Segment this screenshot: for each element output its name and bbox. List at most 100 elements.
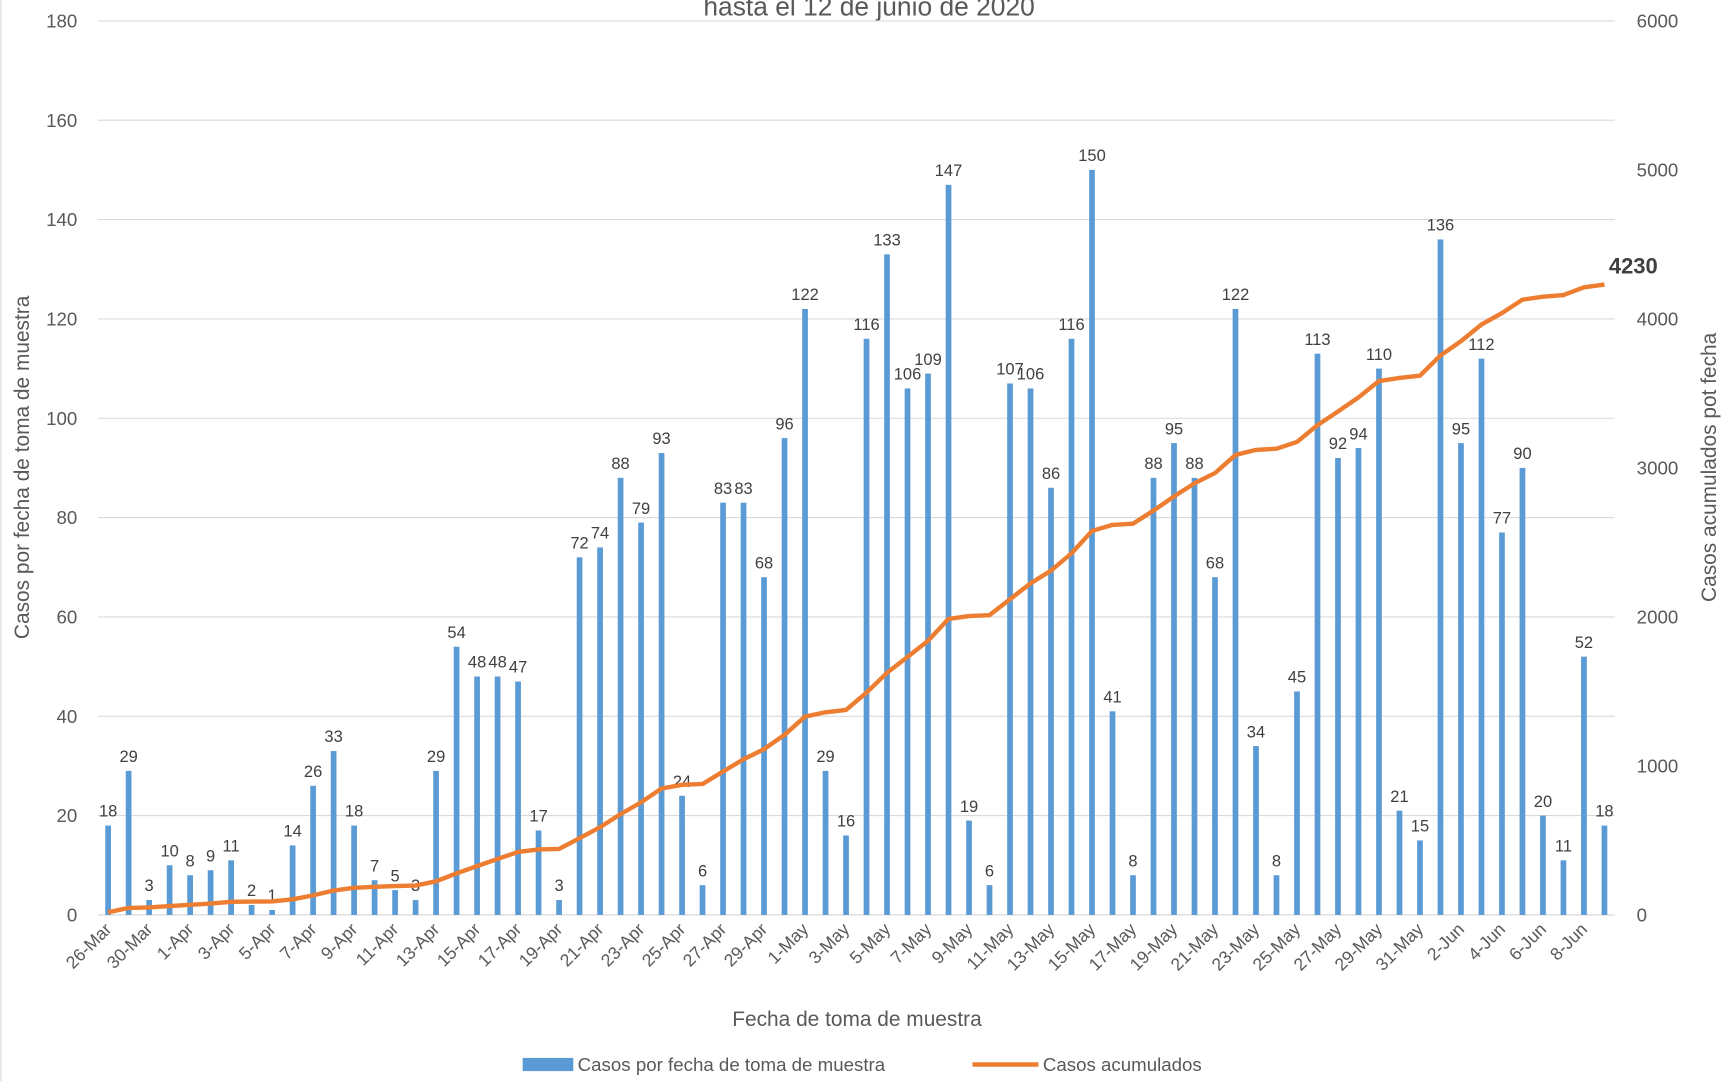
data-label: 17 — [529, 808, 547, 826]
data-label: 113 — [1304, 331, 1330, 349]
data-label: 54 — [447, 624, 465, 642]
data-label: 109 — [914, 351, 942, 369]
bar — [1478, 358, 1485, 915]
x-tick-label: 7-May — [887, 919, 936, 968]
data-label: 6 — [985, 862, 994, 880]
bar — [884, 254, 890, 915]
bar — [1007, 383, 1013, 915]
data-label: 106 — [1017, 366, 1045, 384]
end-label: 4230 — [1609, 254, 1658, 279]
legend-label: Casos acumulados — [1043, 1054, 1202, 1075]
chart-title: hasta el 12 de junio de 2020 — [703, 0, 1034, 21]
data-label: 116 — [1058, 316, 1084, 334]
bar — [248, 905, 255, 915]
data-label: 21 — [1390, 788, 1408, 806]
bar — [1171, 443, 1177, 915]
data-label: 34 — [1247, 723, 1265, 741]
data-label: 110 — [1366, 346, 1392, 364]
data-label: 88 — [1144, 455, 1162, 473]
y-tick-label: 120 — [46, 309, 77, 330]
y2-tick-label: 1000 — [1637, 756, 1679, 777]
data-label: 18 — [1595, 803, 1613, 821]
data-label: 86 — [1042, 465, 1060, 483]
x-tick-label: 17-Apr — [474, 919, 526, 971]
x-tick-label: 8-Jun — [1546, 919, 1591, 964]
bar — [843, 835, 849, 915]
data-label: 92 — [1329, 435, 1347, 453]
x-tick-label: 5-Apr — [235, 919, 280, 964]
data-label: 8 — [1272, 852, 1281, 870]
y2-tick-label: 3000 — [1637, 458, 1679, 479]
x-tick-label: 27-Apr — [679, 919, 731, 971]
y2-tick-label: 2000 — [1637, 607, 1679, 628]
data-label: 112 — [1468, 336, 1494, 354]
data-label: 45 — [1288, 669, 1306, 687]
x-tick-label: 1-Apr — [153, 919, 198, 964]
bar — [945, 184, 952, 915]
bar — [1294, 691, 1300, 915]
bar — [617, 477, 624, 915]
data-label: 106 — [894, 366, 922, 384]
x-tick-label: 13-Apr — [392, 919, 444, 971]
data-label: 122 — [1222, 286, 1250, 304]
x-tick-label: 30-Mar — [103, 919, 157, 973]
bar — [1130, 875, 1136, 915]
x-tick-label: 6-Jun — [1505, 919, 1550, 964]
data-label: 133 — [873, 232, 901, 250]
x-tick-label: 1-May — [764, 919, 813, 968]
data-label: 88 — [611, 455, 629, 473]
bar — [433, 770, 439, 915]
bar — [269, 909, 275, 915]
data-label: 19 — [960, 798, 978, 816]
legend-swatch — [522, 1057, 574, 1072]
bar — [166, 865, 173, 915]
bar — [228, 860, 234, 915]
data-label: 83 — [734, 480, 752, 498]
data-label: 77 — [1493, 510, 1511, 528]
data-label: 52 — [1575, 634, 1593, 652]
data-label: 3 — [145, 877, 154, 895]
data-label: 18 — [345, 803, 363, 821]
data-label: 8 — [1128, 852, 1137, 870]
y-tick-label: 20 — [57, 805, 78, 826]
bar — [658, 453, 665, 915]
y-tick-label: 60 — [57, 607, 78, 628]
data-label: 48 — [488, 654, 506, 672]
data-label: 83 — [714, 480, 732, 498]
x-tick-label: 23-Apr — [597, 919, 649, 971]
bar — [125, 770, 132, 915]
bar — [1232, 308, 1239, 915]
data-label: 7 — [370, 857, 379, 875]
x-tick-label: 2-Jun — [1423, 919, 1468, 964]
data-label: 68 — [1206, 554, 1224, 572]
bar — [1499, 532, 1505, 915]
data-label: 29 — [816, 748, 834, 766]
bar — [1109, 711, 1116, 915]
data-label: 26 — [304, 763, 322, 781]
data-label: 15 — [1411, 818, 1429, 836]
bar — [494, 676, 501, 915]
bar — [638, 522, 644, 915]
bar — [1519, 467, 1526, 915]
data-label: 16 — [837, 813, 855, 831]
data-label: 20 — [1534, 793, 1552, 811]
x-tick-label: 5-May — [846, 919, 895, 968]
bar — [986, 885, 993, 915]
bar — [187, 875, 193, 915]
y2-tick-label: 4000 — [1637, 309, 1679, 330]
bar — [1027, 388, 1034, 915]
bar — [351, 825, 357, 915]
data-label: 5 — [391, 867, 400, 885]
bar — [781, 438, 788, 915]
x-tick-label: 3-May — [805, 919, 854, 968]
bar — [1150, 477, 1157, 915]
bar — [310, 785, 316, 915]
bar — [1191, 477, 1198, 915]
bar — [1437, 239, 1444, 915]
y2-tick-label: 5000 — [1637, 160, 1679, 181]
y-tick-label: 80 — [57, 507, 78, 528]
x-tick-label: 25-Apr — [638, 919, 690, 971]
y2-axis-label: Casos acumulados pot fecha — [1698, 332, 1721, 602]
data-label: 88 — [1185, 455, 1203, 473]
bar — [1540, 815, 1546, 915]
